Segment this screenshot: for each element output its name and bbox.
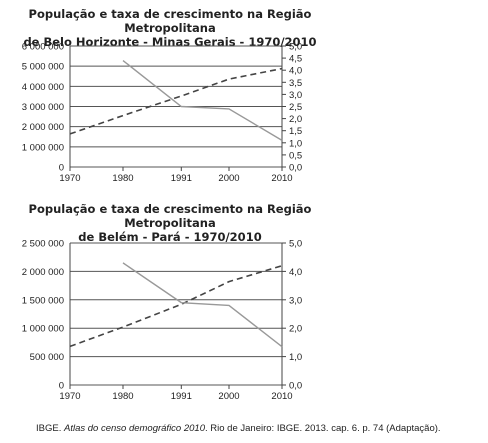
y-tick-right: 3,5 <box>289 78 302 89</box>
y-tick-right: 5,0 <box>289 42 302 53</box>
y-tick-right: 2,5 <box>289 102 302 113</box>
y-tick-left: 0 <box>59 381 64 392</box>
y-tick-right: 2,0 <box>289 114 302 125</box>
y-tick-left: 1 500 000 <box>22 295 64 306</box>
y-tick-right: 4,5 <box>289 54 302 65</box>
chart-title-line-2: de Belém - Pará - 1970/2010 <box>78 230 262 244</box>
y-tick-right: 1,0 <box>289 352 302 363</box>
y-tick-left: 4 000 000 <box>22 82 64 93</box>
y-tick-right: 1,0 <box>289 138 302 149</box>
y-tick-left: 2 000 000 <box>22 122 64 133</box>
y-tick-right: 4,0 <box>289 66 302 77</box>
y-tick-right: 0,5 <box>289 150 302 161</box>
y-tick-left: 6 000 000 <box>22 42 64 53</box>
y-tick-right: 5,0 <box>289 239 302 250</box>
source-suffix: . Rio de Janeiro: IBGE. 2013. cap. 6. p.… <box>205 423 441 434</box>
y-tick-left: 0 <box>59 163 64 174</box>
y-tick-right: 1,5 <box>289 126 302 137</box>
y-tick-right: 2,0 <box>289 324 302 335</box>
x-tick-label: 1991 <box>171 173 192 184</box>
chart-belem: 0 500 000 1 000 000 1 500 000 2 000 000 2 500… <box>22 239 302 403</box>
y-tick-right: 3,0 <box>289 90 302 101</box>
x-tick-label: 2010 <box>271 173 292 184</box>
series-line-growth-rate <box>122 59 283 141</box>
x-tick-label: 1970 <box>59 391 80 402</box>
y-tick-left: 1 000 000 <box>22 142 64 153</box>
source-title: Atlas do censo demográfico 2010 <box>63 423 205 434</box>
y-tick-right: 3,0 <box>289 295 302 306</box>
x-tick-label: 1970 <box>59 173 80 184</box>
y-tick-left: 2 000 000 <box>22 267 64 278</box>
x-tick-label: 1980 <box>112 391 133 402</box>
x-tick-label: 1991 <box>171 391 192 402</box>
y-tick-right: 0,0 <box>289 381 302 392</box>
source-citation: IBGE. Atlas do censo demográfico 2010. R… <box>36 423 441 434</box>
chart-title-line-1: População e taxa de crescimento na Regiã… <box>28 202 312 230</box>
series-line-growth-rate <box>122 262 283 348</box>
series-line-population <box>69 264 283 348</box>
x-tick-label: 1980 <box>112 173 133 184</box>
y-tick-left: 3 000 000 <box>22 102 64 113</box>
chart-title-belem: População e taxa de crescimento na Regiã… <box>0 202 340 244</box>
x-tick-label: 2000 <box>218 391 239 402</box>
y-tick-right: 0,0 <box>289 163 302 174</box>
chart-title-line-1: População e taxa de crescimento na Regiã… <box>28 7 312 35</box>
y-tick-right: 4,0 <box>289 267 302 278</box>
y-tick-left: 1 000 000 <box>22 324 64 335</box>
x-tick-label: 2010 <box>271 391 292 402</box>
y-tick-left: 5 000 000 <box>22 62 64 73</box>
x-tick-label: 2000 <box>218 173 239 184</box>
y-tick-left: 500 000 <box>30 352 64 363</box>
source-prefix: IBGE. <box>36 423 64 434</box>
chart-belo-horizonte: 0 1 000 000 2 000 000 3 000 000 4 000 000 5 0… <box>22 42 302 185</box>
y-tick-left: 2 500 000 <box>22 239 64 250</box>
